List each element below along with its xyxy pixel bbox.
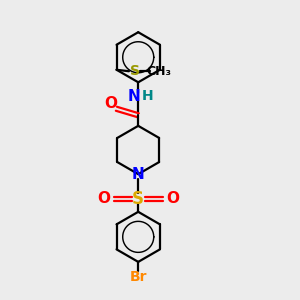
Text: CH₃: CH₃: [146, 65, 171, 78]
Text: O: O: [105, 96, 118, 111]
Text: H: H: [142, 89, 154, 103]
Text: S: S: [130, 64, 140, 78]
Text: O: O: [97, 191, 110, 206]
Text: N: N: [132, 167, 145, 182]
Text: S: S: [132, 190, 144, 208]
Text: N: N: [128, 89, 141, 104]
Text: O: O: [166, 191, 179, 206]
Text: Br: Br: [130, 270, 147, 284]
